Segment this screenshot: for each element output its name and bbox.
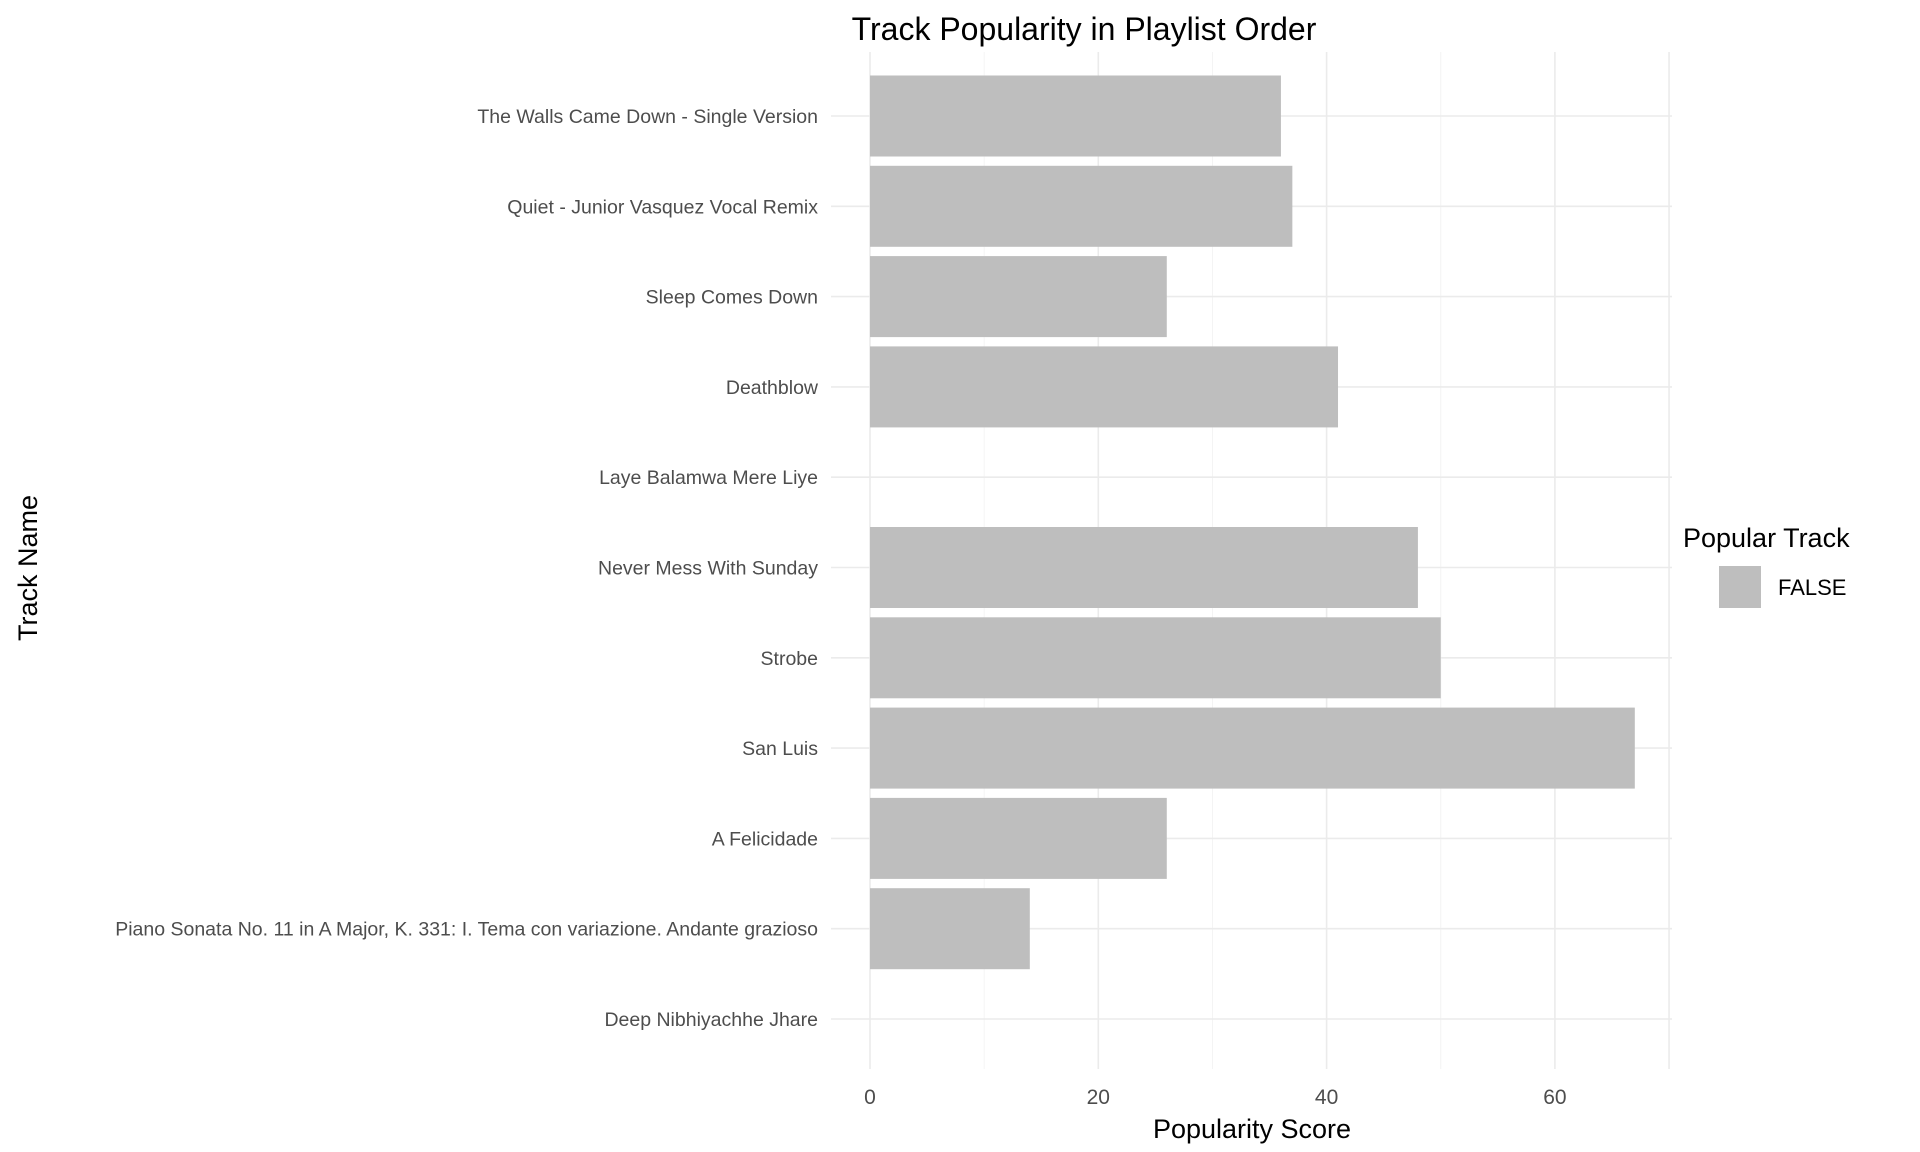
legend-title: Popular Track xyxy=(1683,523,1850,553)
x-tick-label: 60 xyxy=(1543,1086,1566,1109)
legend-label: FALSE xyxy=(1778,575,1846,600)
bar xyxy=(870,256,1167,338)
y-axis-title: Track Name xyxy=(13,495,43,641)
x-tick-label: 40 xyxy=(1315,1086,1338,1109)
legend-entries: FALSE xyxy=(1719,566,1846,608)
y-tick-label: Never Mess With Sunday xyxy=(598,558,818,580)
y-tick-label: Sleep Comes Down xyxy=(646,287,818,309)
bar xyxy=(870,165,1293,247)
y-tick-labels: The Walls Came Down - Single Version Quie… xyxy=(115,106,819,1031)
y-tick-label: Piano Sonata No. 11 in A Major, K. 331: … xyxy=(115,919,818,941)
bar xyxy=(870,617,1441,699)
bar xyxy=(870,346,1339,428)
y-tick-label: San Luis xyxy=(742,738,818,760)
bar xyxy=(870,527,1418,608)
y-tick-label: Quiet - Junior Vasquez Vocal Remix xyxy=(507,196,818,218)
bar xyxy=(870,888,1030,970)
y-tick-label: A Felicidade xyxy=(712,828,818,850)
x-tick-label: 0 xyxy=(864,1086,876,1109)
y-tick-label: Strobe xyxy=(761,648,818,670)
bar xyxy=(870,75,1281,157)
y-tick-label: Deathblow xyxy=(726,377,819,399)
bars xyxy=(870,75,1635,970)
bar xyxy=(870,707,1635,789)
y-tick-label: Laye Balamwa Mere Liye xyxy=(599,467,818,489)
legend: Popular Track FALSE xyxy=(1683,523,1850,608)
y-tick-label: Deep Nibhiyachhe Jhare xyxy=(604,1009,818,1031)
bar xyxy=(870,797,1167,879)
x-tick-labels: 0 20 40 60 xyxy=(864,1086,1566,1109)
x-tick-label: 20 xyxy=(1087,1086,1110,1109)
x-axis-title: Popularity Score xyxy=(1153,1114,1351,1144)
legend-key xyxy=(1719,566,1761,608)
y-tick-label: The Walls Came Down - Single Version xyxy=(477,106,818,128)
chart-title: Track Popularity in Playlist Order xyxy=(852,11,1317,47)
